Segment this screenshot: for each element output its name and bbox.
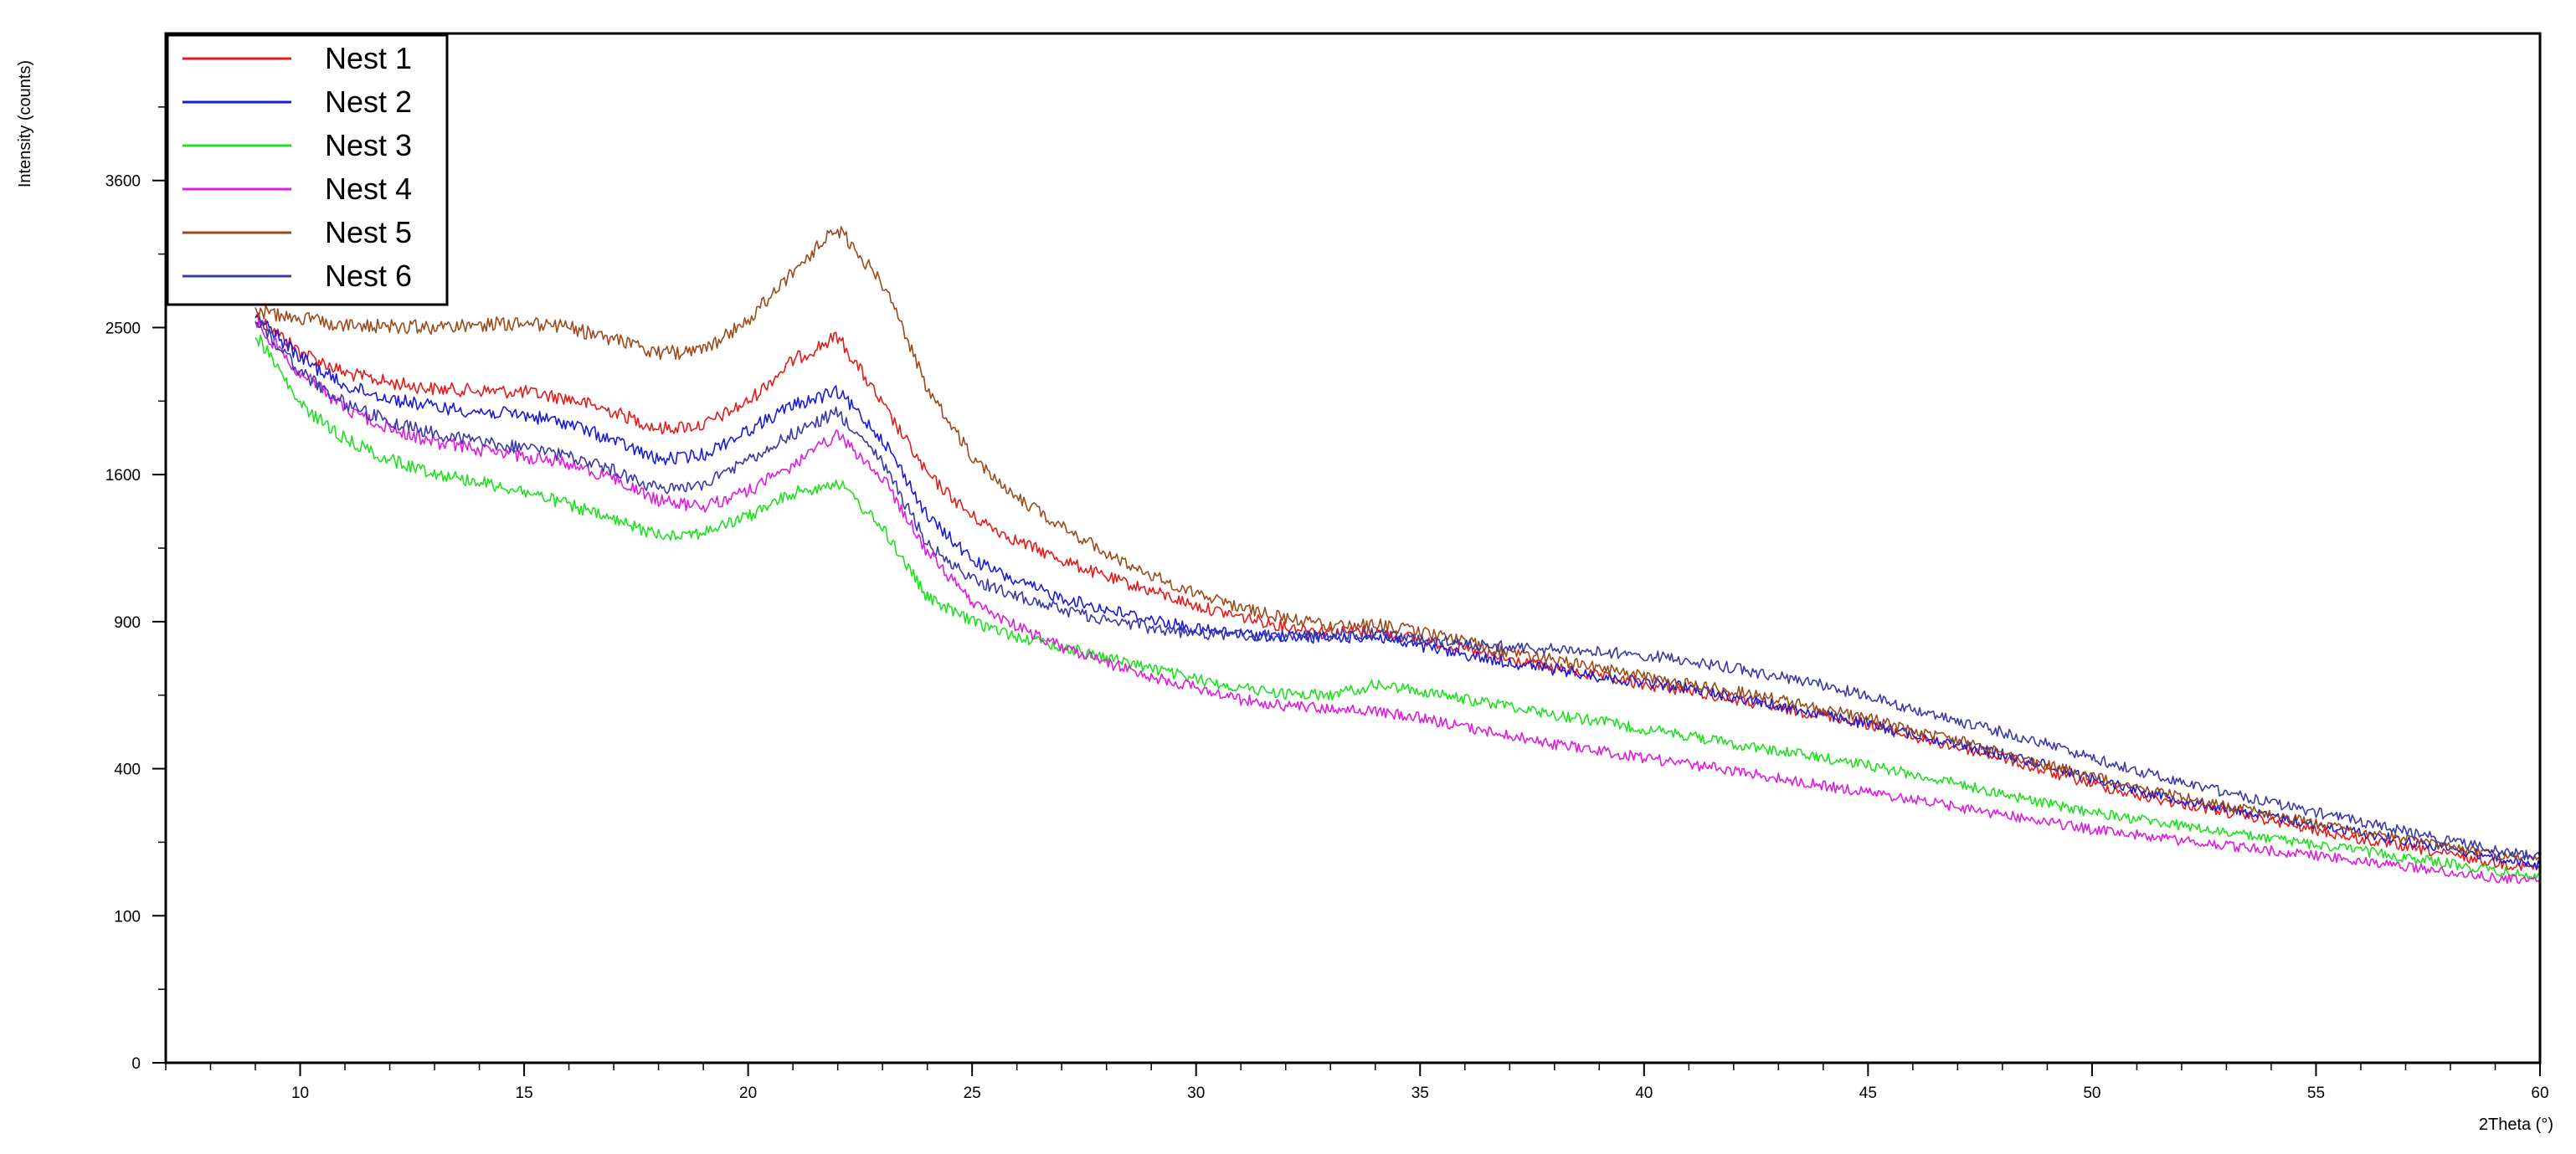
series-line-4 xyxy=(255,321,2541,885)
legend-label: Nest 1 xyxy=(325,41,412,75)
legend-label: Nest 3 xyxy=(325,128,412,162)
x-tick-label: 20 xyxy=(739,1085,757,1102)
y-tick-label: 2500 xyxy=(105,320,141,337)
series-layer xyxy=(255,226,2541,885)
y-tick-label: 400 xyxy=(114,762,141,779)
legend-box xyxy=(166,33,449,306)
x-tick-label: 35 xyxy=(1411,1085,1429,1102)
legend: Nest 1 Nest 2 Nest 3 Nest 4 Nest 5 Nest 6 xyxy=(166,33,449,306)
y-tick-label: 3600 xyxy=(105,173,141,191)
x-tick-label: 40 xyxy=(1635,1085,1653,1102)
y-tick-label: 0 xyxy=(131,1055,141,1073)
x-tick-label: 15 xyxy=(516,1085,533,1102)
x-tick-label: 45 xyxy=(1859,1085,1877,1102)
y-axis-label: Intensity (counts) xyxy=(16,60,34,187)
legend-label: Nest 2 xyxy=(325,85,412,119)
y-tick-label: 100 xyxy=(114,908,141,926)
legend-label: Nest 5 xyxy=(325,215,412,249)
legend-label: Nest 6 xyxy=(325,259,412,293)
series-line-3 xyxy=(255,334,2541,880)
series-line-2 xyxy=(255,312,2541,870)
series-line-6 xyxy=(255,320,2541,861)
series-line-5 xyxy=(255,226,2541,862)
ticks-layer: 10 15 20 25 30 35 40 45 50 55 60 0 100 400 900 1600 2500… xyxy=(105,106,2549,1102)
y-tick-label: 900 xyxy=(114,614,141,632)
x-tick-label: 55 xyxy=(2307,1085,2325,1102)
x-tick-label: 50 xyxy=(2083,1085,2100,1102)
x-axis-label: 2Theta (°) xyxy=(2479,1116,2553,1134)
x-tick-label: 25 xyxy=(964,1085,981,1102)
y-tick-label: 1600 xyxy=(105,467,141,485)
x-tick-label: 30 xyxy=(1187,1085,1205,1102)
x-tick-label: 10 xyxy=(291,1085,309,1102)
x-tick-label: 60 xyxy=(2531,1085,2548,1102)
legend-label: Nest 4 xyxy=(325,172,412,206)
